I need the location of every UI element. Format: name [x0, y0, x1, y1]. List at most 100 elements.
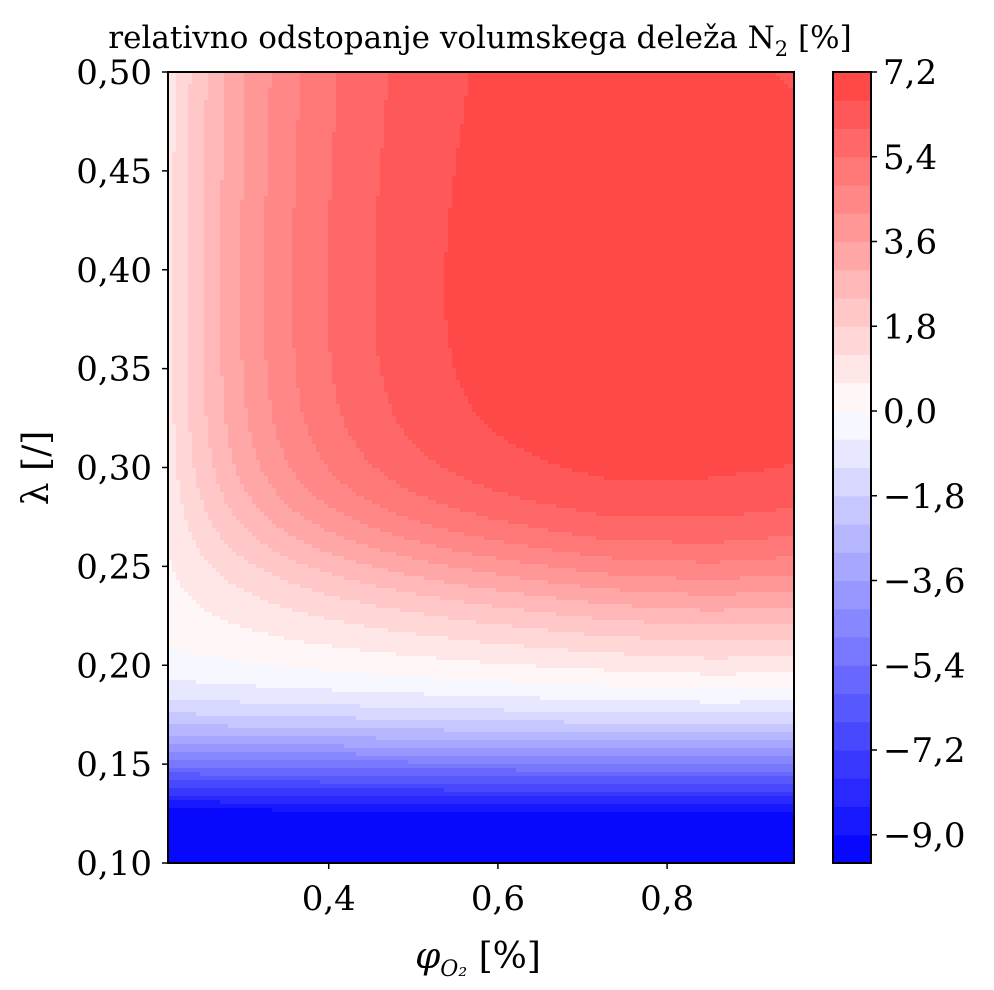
contour-cell [616, 156, 621, 161]
contour-cell [324, 100, 329, 105]
contour-cell [352, 136, 357, 141]
contour-cell [628, 184, 633, 189]
contour-cell [568, 96, 573, 101]
contour-cell [628, 136, 633, 141]
contour-cell [764, 108, 769, 113]
contour-cell [632, 180, 637, 185]
contour-cell [284, 124, 289, 129]
contour-cell [272, 136, 277, 141]
contour-cell [364, 104, 369, 109]
contour-cell [340, 176, 345, 181]
contour-cell [400, 108, 405, 113]
contour-cell [532, 92, 537, 97]
contour-cell [256, 148, 261, 153]
contour-cell [236, 176, 241, 181]
contour-cell [528, 188, 533, 193]
contour-cell [728, 164, 733, 169]
contour-cell [264, 168, 269, 173]
contour-cell [400, 88, 405, 93]
contour-cell [324, 180, 329, 185]
contour-cell [384, 196, 389, 201]
contour-cell [284, 176, 289, 181]
contour-cell [552, 116, 557, 121]
contour-cell [220, 80, 225, 85]
contour-cell [532, 156, 537, 161]
contour-cell [236, 108, 241, 113]
contour-cell [244, 120, 249, 125]
contour-cell [472, 152, 477, 157]
contour-cell [748, 164, 753, 169]
contour-cell [576, 104, 581, 109]
contour-cell [500, 152, 505, 157]
contour-cell [568, 156, 573, 161]
contour-cell [304, 196, 309, 201]
contour-cell [328, 96, 333, 101]
contour-cell [488, 120, 493, 125]
contour-cell [412, 80, 417, 85]
contour-cell [580, 192, 585, 197]
contour-cell [264, 92, 269, 97]
contour-cell [196, 184, 201, 189]
contour-cell [472, 112, 477, 117]
contour-cell [648, 76, 653, 81]
contour-cell [636, 116, 641, 121]
contour-cell [636, 84, 641, 89]
contour-cell [548, 168, 553, 173]
contour-cell [500, 148, 505, 153]
contour-cell [244, 172, 249, 177]
contour-cell [744, 128, 749, 133]
contour-cell [304, 96, 309, 101]
contour-cell [420, 100, 425, 105]
contour-cell [712, 112, 717, 117]
contour-cell [376, 88, 381, 93]
contour-cell [376, 168, 381, 173]
contour-cell [348, 184, 353, 189]
contour-cell [284, 136, 289, 141]
contour-cell [408, 96, 413, 101]
contour-cell [312, 140, 317, 145]
contour-cell [424, 148, 429, 153]
contour-cell [720, 188, 725, 193]
contour-cell [668, 188, 673, 193]
contour-cell [432, 100, 437, 105]
contour-cell [232, 132, 237, 137]
contour-cell [776, 144, 781, 149]
contour-cell [360, 128, 365, 133]
contour-cell [352, 128, 357, 133]
contour-cell [736, 180, 741, 185]
contour-cell [468, 164, 473, 169]
contour-cell [572, 76, 577, 81]
contour-cell [620, 172, 625, 177]
contour-cell [280, 112, 285, 117]
contour-cell [704, 92, 709, 97]
contour-cell [296, 152, 301, 157]
contour-cell [616, 96, 621, 101]
contour-cell [276, 76, 281, 81]
contour-cell [272, 172, 277, 177]
contour-cell [460, 120, 465, 125]
contour-cell [756, 152, 761, 157]
contour-cell [572, 104, 577, 109]
contour-cell [540, 196, 545, 201]
contour-cell [368, 136, 373, 141]
contour-cell [408, 176, 413, 181]
contour-cell [696, 156, 701, 161]
contour-cell [376, 112, 381, 117]
contour-cell [688, 132, 693, 137]
contour-cell [516, 188, 521, 193]
contour-cell [708, 92, 713, 97]
contour-cell [492, 148, 497, 153]
contour-cell [776, 172, 781, 177]
contour-cell [212, 116, 217, 121]
contour-cell [344, 100, 349, 105]
contour-cell [364, 196, 369, 201]
contour-cell [604, 120, 609, 125]
contour-cell [720, 144, 725, 149]
contour-cell [172, 128, 177, 133]
contour-cell [752, 96, 757, 101]
contour-cell [328, 196, 333, 201]
contour-cell [368, 100, 373, 105]
contour-cell [324, 140, 329, 145]
contour-cell [348, 156, 353, 161]
contour-cell [752, 184, 757, 189]
